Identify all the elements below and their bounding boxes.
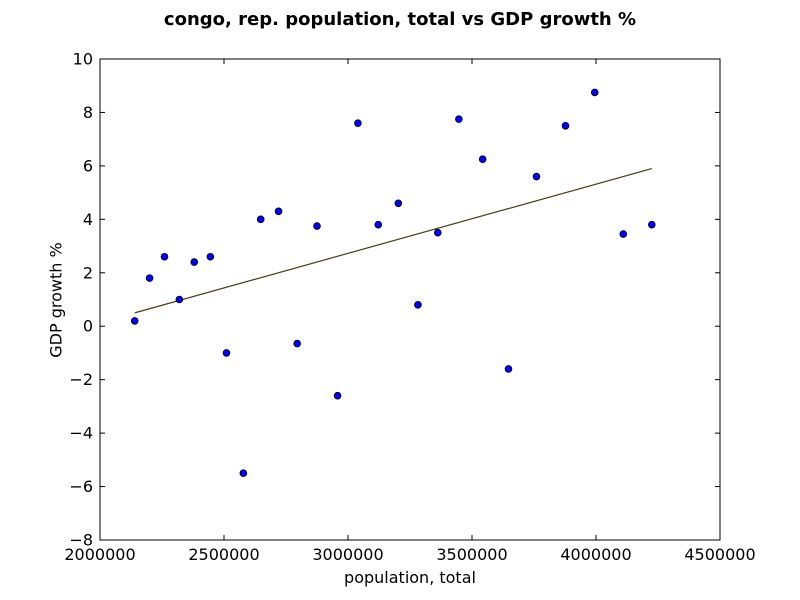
x-tick-label: 4000000 [560, 545, 631, 564]
data-point [293, 339, 301, 348]
x-axis-label: population, total [344, 568, 476, 587]
y-tick-label: 8 [83, 103, 93, 122]
data-point [478, 155, 487, 164]
data-point [414, 301, 422, 309]
data-point [619, 230, 628, 238]
data-point [274, 207, 283, 216]
data-point [160, 252, 169, 261]
data-point [206, 252, 215, 261]
data-point [333, 391, 342, 400]
data-point [394, 199, 403, 208]
data-point [590, 88, 599, 97]
data-point [145, 274, 154, 282]
data-point [256, 215, 265, 224]
data-point [374, 220, 383, 229]
data-point [239, 469, 248, 477]
data-point [532, 172, 541, 181]
chart-title: congo, rep. population, total vs GDP gro… [163, 9, 637, 30]
y-tick-label: −4 [69, 424, 93, 443]
x-tick-label: 2500000 [188, 545, 259, 564]
trend-line [134, 167, 652, 314]
y-tick-label: −8 [69, 531, 93, 550]
y-tick-label: −6 [69, 477, 93, 496]
y-tick-label: 4 [83, 210, 93, 229]
plot-area-frame [99, 58, 721, 541]
data-point [175, 295, 184, 304]
y-tick-label: 0 [83, 317, 93, 336]
data-point [130, 317, 139, 325]
data-point [455, 115, 463, 123]
data-point [433, 228, 442, 237]
data-point [190, 258, 199, 266]
y-tick-label: 2 [83, 263, 93, 282]
data-point [313, 222, 321, 230]
data-point [504, 365, 513, 373]
x-tick-label: 4500000 [684, 545, 755, 564]
x-tick-label: 3500000 [436, 545, 507, 564]
y-tick-label: 10 [73, 50, 93, 69]
data-point [647, 220, 656, 229]
data-point [354, 119, 362, 127]
y-tick-label: 6 [83, 156, 93, 175]
x-tick-label: 2000000 [64, 545, 135, 564]
x-tick-label: 3000000 [312, 545, 383, 564]
data-point [561, 122, 570, 130]
data-point [222, 349, 231, 357]
y-tick-label: −2 [69, 370, 93, 389]
